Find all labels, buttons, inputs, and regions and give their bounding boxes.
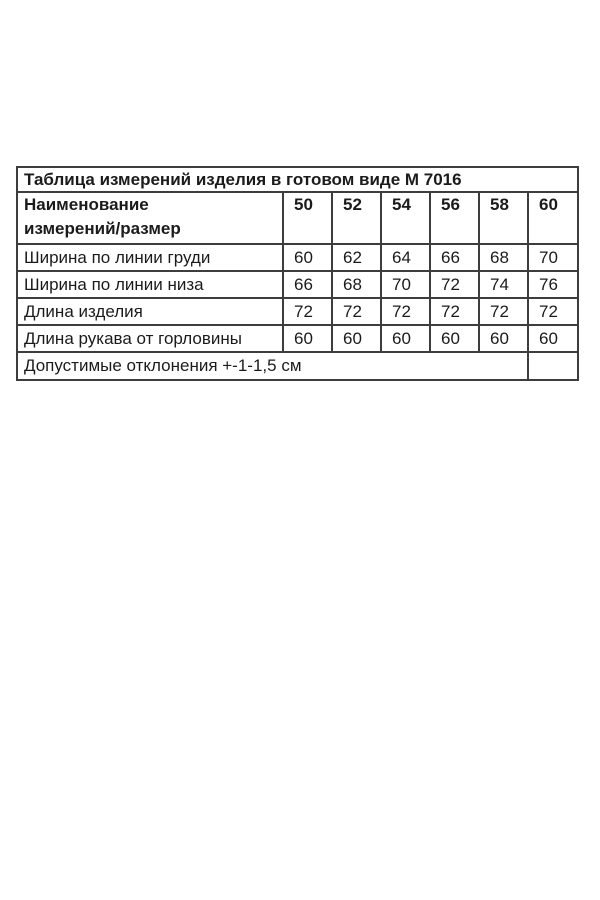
table-header-row: Наименование измерений/размер 50 52 54 5… [16,191,579,245]
value-cell: 60 [429,324,480,353]
value-cell: 72 [282,297,333,326]
table-title: Таблица измерений изделия в готовом виде… [16,166,579,193]
header-size-cell: 60 [527,191,579,245]
header-name-line2: измерений/размер [24,219,181,238]
tolerance-note: Допустимые отклонения +-1-1,5 см [16,351,529,381]
value-cell: 62 [331,243,382,272]
value-cell: 76 [527,270,579,299]
value-cell: 60 [282,243,333,272]
value-cell: 60 [527,324,579,353]
value-cell: 68 [331,270,382,299]
value-cell: 72 [429,297,480,326]
table-row: Ширина по линии низа 66 68 70 72 74 76 [16,270,579,299]
value-cell: 72 [527,297,579,326]
value-cell: 66 [282,270,333,299]
header-size-cell: 50 [282,191,333,245]
measurement-name-cell: Длина рукава от горловины [16,324,284,353]
value-cell: 72 [429,270,480,299]
value-cell: 72 [331,297,382,326]
value-cell: 60 [478,324,529,353]
value-cell: 68 [478,243,529,272]
table-row: Длина рукава от горловины 60 60 60 60 60… [16,324,579,353]
value-cell: 64 [380,243,431,272]
value-cell: 72 [478,297,529,326]
value-cell: 70 [380,270,431,299]
table-row: Длина изделия 72 72 72 72 72 72 [16,297,579,326]
measurement-size-table: Таблица измерений изделия в готовом виде… [16,166,579,381]
measurement-name-cell: Длина изделия [16,297,284,326]
header-size-cell: 54 [380,191,431,245]
header-name-cell: Наименование измерений/размер [16,191,284,245]
measurement-name-cell: Ширина по линии низа [16,270,284,299]
value-cell: 60 [380,324,431,353]
value-cell: 60 [331,324,382,353]
measurement-name-cell: Ширина по линии груди [16,243,284,272]
header-name-line1: Наименование [24,195,149,214]
value-cell: 72 [380,297,431,326]
header-size-cell: 58 [478,191,529,245]
value-cell: 74 [478,270,529,299]
value-cell: 70 [527,243,579,272]
value-cell: 60 [282,324,333,353]
header-size-cell: 52 [331,191,382,245]
table-row: Ширина по линии груди 60 62 64 66 68 70 [16,243,579,272]
table-row: Таблица измерений изделия в готовом виде… [16,166,579,193]
value-cell: 66 [429,243,480,272]
table-footer-row: Допустимые отклонения +-1-1,5 см [16,351,579,381]
header-size-cell: 56 [429,191,480,245]
empty-cell [527,351,579,381]
